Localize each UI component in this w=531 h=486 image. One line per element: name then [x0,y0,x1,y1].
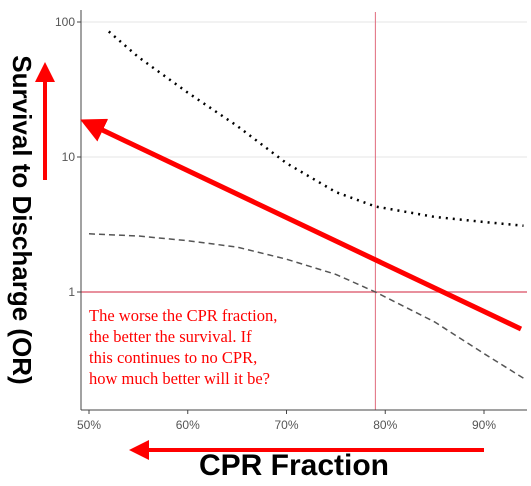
dotted-series-line [107,30,524,227]
annotation-arrows [35,62,523,460]
axes [80,10,527,411]
series [88,30,524,379]
x-tick-label: 80% [373,418,397,432]
annotation-note: The worse the CPR fraction, the better t… [89,305,374,389]
y-tick-label: 10 [62,150,76,164]
y-axis-title: Survival to Discharge (OR) [7,55,37,384]
annotation-line: this continues to no CPR, [89,348,258,367]
x-tick-label: 70% [274,418,298,432]
y-tick-label: 100 [55,15,75,29]
x-tick-label: 60% [176,418,200,432]
tick-labels: 100 10 1 50% 60% 70% 80% 90% [55,15,496,432]
x-tick-label: 50% [77,418,101,432]
x-axis-title: CPR Fraction [199,449,389,482]
x-tick-label: 90% [472,418,496,432]
trend-arrow [80,118,523,332]
y-tick-label: 1 [68,285,75,299]
annotation-line: the better the survival. If [89,327,252,346]
dashed-series-line [88,233,524,379]
annotation-line: how much better will it be? [89,369,270,388]
reference-lines [81,12,527,410]
annotation-line: The worse the CPR fraction, [89,306,278,325]
